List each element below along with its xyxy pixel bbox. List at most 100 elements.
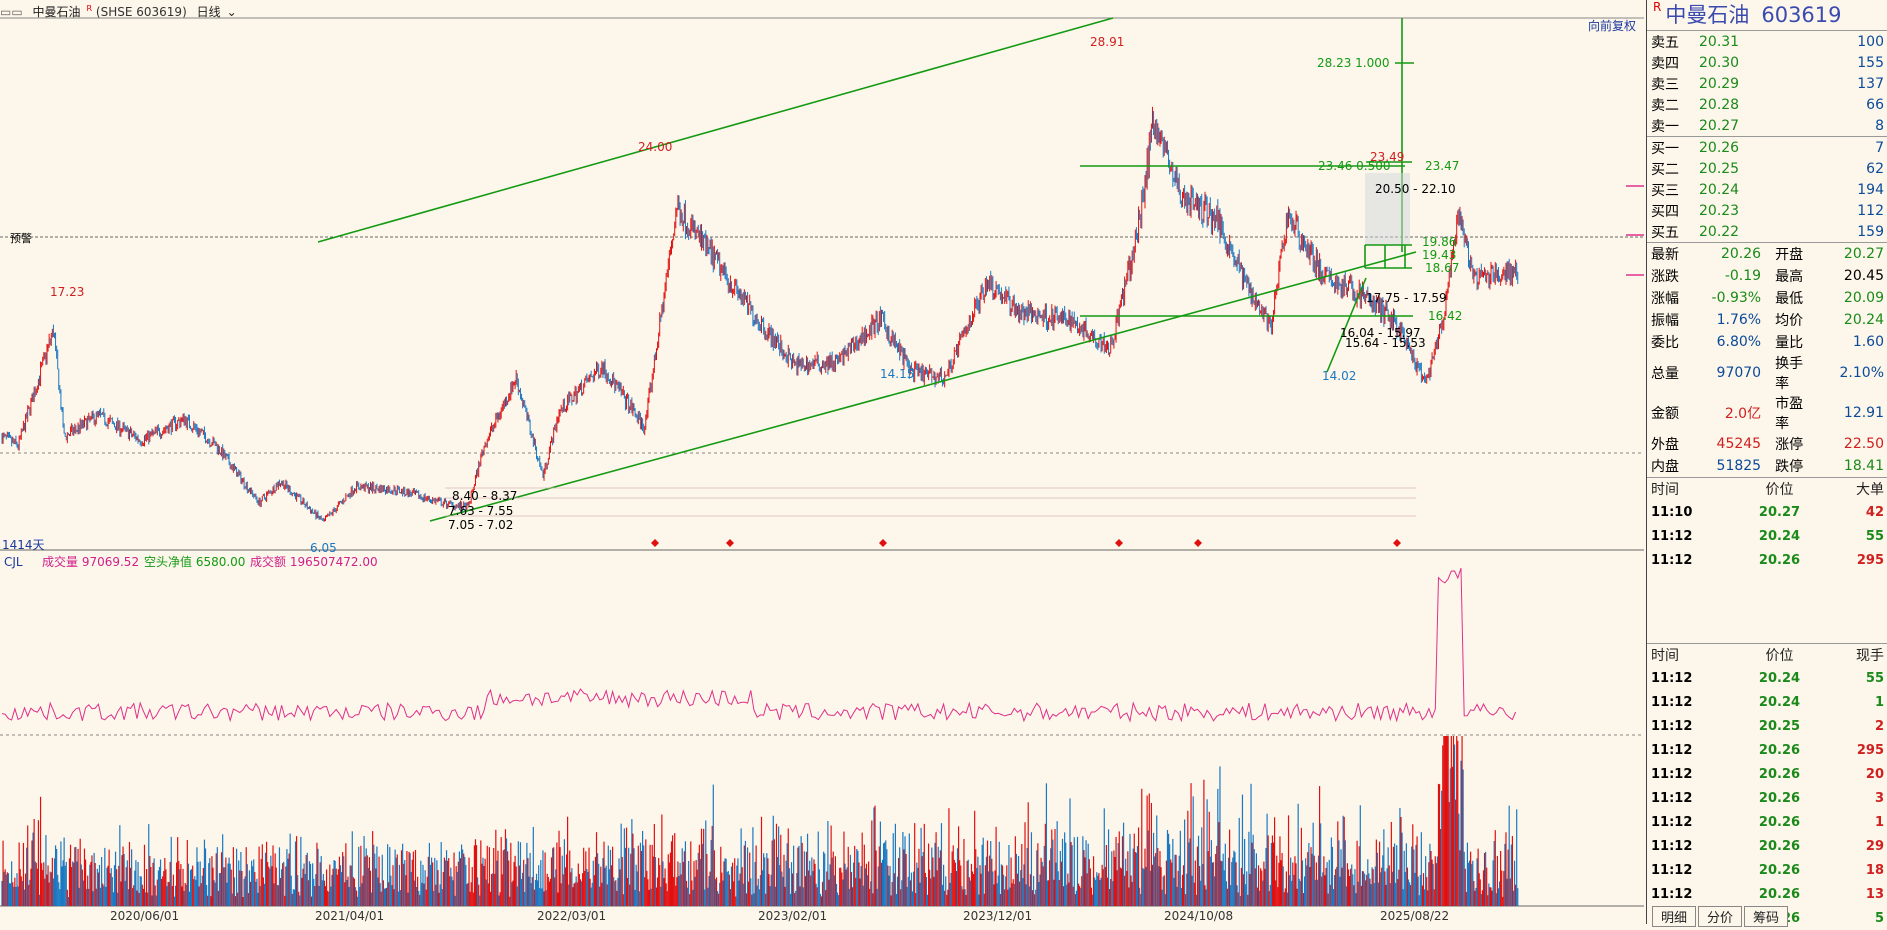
bid-price: 20.23 <box>1699 202 1740 219</box>
tick-qty: 3 <box>1874 790 1884 806</box>
amount-legend: 成交额 196507472.00 <box>250 554 378 569</box>
quote-label: 内盘 <box>1651 459 1679 475</box>
tick-qty: 55 <box>1865 670 1884 686</box>
big-order-time: 11:12 <box>1651 528 1693 544</box>
rights-badge: R <box>86 4 93 13</box>
tick-row: 11:12 20.26 3 <box>1647 786 1887 810</box>
ask-row[interactable]: 卖三 20.29 137 <box>1647 73 1887 94</box>
rights-badge: R <box>1653 0 1662 14</box>
ask-price: 20.29 <box>1699 75 1740 92</box>
quote-label: 外盘 <box>1651 437 1679 453</box>
tick-row: 11:12 20.26 18 <box>1647 858 1887 882</box>
big-order-row: 11:12 20.24 55 <box>1647 524 1887 548</box>
tick-time: 11:12 <box>1651 838 1693 854</box>
tick-header: 现手 <box>1856 648 1884 664</box>
tick-time: 11:12 <box>1651 886 1693 902</box>
x-axis-label: 2025/08/22 <box>1380 909 1449 923</box>
quote-row: 涨幅 -0.93% 最低 20.09 <box>1647 287 1887 309</box>
ask-row[interactable]: 卖五 20.31 100 <box>1647 31 1887 52</box>
tick-qty: 5 <box>1874 910 1884 926</box>
quote-value: 1.60 <box>1852 334 1884 350</box>
quote-value: 18.41 <box>1843 458 1884 474</box>
quote-label: 涨跌 <box>1651 269 1679 285</box>
indicator-name: CJL <box>4 555 23 569</box>
tick-header: 时间 <box>1651 648 1679 664</box>
tick-time: 11:12 <box>1651 670 1693 686</box>
tick-row: 11:12 20.26 29 <box>1647 834 1887 858</box>
tick-price: 20.24 <box>1758 694 1801 710</box>
bid-row[interactable]: 买一 20.26 7 <box>1647 137 1887 158</box>
ask-table: 卖五 20.31 100 卖四 20.30 155 卖三 20.29 137 卖二 20.28 66 卖… <box>1647 31 1887 136</box>
big-order-price: 20.26 <box>1758 552 1801 568</box>
tick-price: 20.26 <box>1758 742 1801 758</box>
quote-label: 涨停 <box>1775 437 1804 453</box>
tick-row: 11:12 20.26 1 <box>1647 810 1887 834</box>
chart-header: ▭▭ 中曼石油 R (SHSE 603619) 日线 ⌄ <box>0 0 1644 19</box>
panel-title: R 中曼石油 603619 <box>1647 0 1887 31</box>
bid-volume: 7 <box>1875 139 1884 156</box>
layout-icon[interactable]: ▭▭ <box>0 5 23 19</box>
price-label: 20.50 - 22.10 <box>1375 182 1456 196</box>
alert-label: 预警 <box>10 231 32 245</box>
quote-value: 97070 <box>1716 365 1762 381</box>
tick-time: 11:12 <box>1651 718 1693 734</box>
quote-label: 量比 <box>1775 335 1804 351</box>
ask-row[interactable]: 卖四 20.30 155 <box>1647 52 1887 73</box>
panel-tab[interactable]: 分价 <box>1698 906 1743 927</box>
price-label: 17.75 - 17.59 <box>1366 291 1447 305</box>
ask-price: 20.28 <box>1699 96 1740 113</box>
signal-marker <box>651 539 659 547</box>
bid-level: 买二 <box>1651 161 1679 178</box>
signal-marker <box>726 539 734 547</box>
price-label: 17.23 <box>50 285 84 299</box>
bid-row[interactable]: 买四 20.23 112 <box>1647 200 1887 221</box>
tick-time: 11:12 <box>1651 814 1693 830</box>
x-axis-label: 2021/04/01 <box>315 909 384 923</box>
tick-row: 11:12 20.26 13 <box>1647 882 1887 906</box>
big-order-qty: 42 <box>1865 504 1884 520</box>
chart-area[interactable]: ▭▭ 中曼石油 R (SHSE 603619) 日线 ⌄ 28.91 24.00 17.… <box>0 0 1644 924</box>
price-label: 6.05 <box>310 541 337 555</box>
range-box <box>1365 173 1410 245</box>
ask-row[interactable]: 卖二 20.28 66 <box>1647 94 1887 115</box>
tick-time: 11:12 <box>1651 790 1693 806</box>
bid-level: 买五 <box>1651 224 1679 241</box>
quote-label: 最新 <box>1651 247 1679 263</box>
tick-qty: 2 <box>1874 718 1884 734</box>
bid-row[interactable]: 买二 20.25 62 <box>1647 158 1887 179</box>
quote-label: 市盈率 <box>1775 396 1804 432</box>
tick-header: 价位 <box>1765 648 1794 664</box>
quote-label: 振幅 <box>1651 313 1679 329</box>
x-axis-label: 2022/03/01 <box>537 909 606 923</box>
bid-table: 买一 20.26 7 买二 20.25 62 买三 20.24 194 买四 20.23 112 买五 2… <box>1647 137 1887 242</box>
quote-label: 最高 <box>1775 269 1804 285</box>
bid-row[interactable]: 买三 20.24 194 <box>1647 179 1887 200</box>
quote-label: 涨幅 <box>1651 291 1679 307</box>
period-label: 日线 <box>196 5 221 19</box>
bid-level: 买四 <box>1651 203 1679 220</box>
tick-row: 11:12 20.24 1 <box>1647 690 1887 714</box>
ask-price: 20.30 <box>1699 54 1740 71</box>
quote-row: 总量 97070 换手率 2.10% <box>1647 353 1887 393</box>
tick-price: 20.26 <box>1758 814 1801 830</box>
bid-row[interactable]: 买五 20.22 159 <box>1647 221 1887 242</box>
ask-row[interactable]: 卖一 20.27 8 <box>1647 115 1887 136</box>
tick-qty: 29 <box>1865 838 1884 854</box>
stock-name: 中曼石油 <box>32 5 81 19</box>
price-label: 15.64 - 15.53 <box>1345 336 1426 350</box>
bid-level: 买三 <box>1651 182 1679 199</box>
tick-price: 20.26 <box>1758 886 1801 902</box>
quote-value: 20.26 <box>1720 246 1762 262</box>
kline-chart[interactable]: 28.91 24.00 17.23 14.15 14.02 6.05 23.49 23.47 2… <box>0 0 1644 924</box>
period-select[interactable]: 日线 ⌄ <box>197 5 243 19</box>
tick-price: 20.24 <box>1758 670 1801 686</box>
quote-row: 金额 2.0亿 市盈率 12.91 <box>1647 393 1887 433</box>
tick-row: 11:12 20.24 55 <box>1647 666 1887 690</box>
price-label: 19.86 <box>1422 235 1456 249</box>
x-axis-label: 2024/10/08 <box>1164 909 1233 923</box>
price-label: 28.91 <box>1090 35 1124 49</box>
price-label: 28.23 1.000 <box>1317 56 1390 70</box>
big-order-price: 20.24 <box>1758 528 1801 544</box>
tick-price: 20.26 <box>1758 790 1801 806</box>
tick-time: 11:12 <box>1651 766 1693 782</box>
